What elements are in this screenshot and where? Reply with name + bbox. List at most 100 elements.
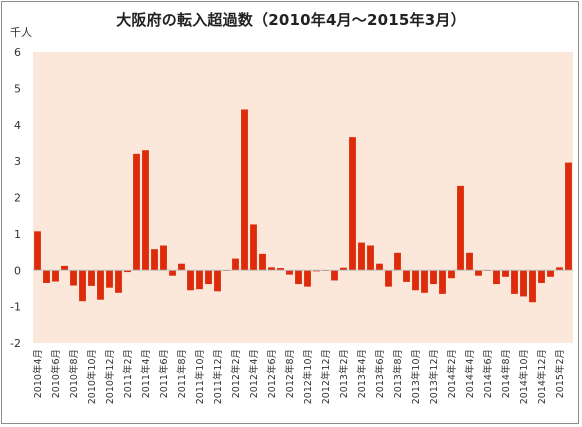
y-tick-label: 3: [14, 155, 21, 168]
x-tick-label: 2012年8月: [284, 349, 296, 398]
x-tick-label: 2012年10月: [302, 349, 314, 404]
bar: [313, 270, 320, 272]
bar: [187, 270, 194, 291]
bar: [88, 270, 95, 286]
bar: [538, 270, 545, 283]
chart-title: 大阪府の転入超過数（2010年4月～2015年3月）: [116, 11, 466, 29]
bar: [178, 263, 185, 271]
bar: [160, 245, 167, 271]
bar: [511, 270, 518, 294]
x-tick-label: 2014年10月: [518, 349, 530, 404]
bar: [115, 270, 122, 293]
y-tick-label: 1: [14, 228, 21, 241]
bar: [493, 270, 500, 285]
bar: [565, 162, 572, 271]
x-tick-label: 2014年6月: [482, 349, 494, 398]
bar: [556, 267, 563, 271]
bar: [304, 270, 311, 287]
x-tick-label: 2011年8月: [176, 349, 188, 398]
x-tick-label: 2014年12月: [536, 349, 548, 404]
y-tick-label: 4: [14, 119, 21, 132]
bar: [70, 270, 77, 286]
x-tick-label: 2015年2月: [554, 349, 566, 398]
bar: [340, 267, 347, 271]
y-tick-label: -2: [10, 337, 21, 350]
bar: [412, 270, 419, 291]
bar: [385, 270, 392, 287]
x-tick-label: 2010年12月: [104, 349, 116, 404]
bar: [124, 270, 131, 273]
bar: [349, 137, 356, 271]
x-tick-label: 2014年8月: [500, 349, 512, 398]
bar: [448, 270, 455, 279]
y-tick-label: 2: [14, 192, 21, 205]
bar-series: [34, 109, 572, 303]
bar: [232, 258, 239, 271]
bar: [358, 242, 365, 271]
y-tick-label: 0: [14, 264, 21, 277]
x-tick-label: 2011年4月: [140, 349, 152, 398]
x-tick-label: 2014年4月: [464, 349, 476, 398]
bar: [331, 270, 338, 281]
bar: [79, 270, 86, 302]
bar: [142, 150, 149, 271]
bar: [43, 270, 50, 283]
plot-area: [33, 52, 573, 343]
bar: [421, 270, 428, 293]
bar: [403, 270, 410, 282]
x-tick-label: 2011年12月: [212, 349, 224, 404]
bar: [295, 270, 302, 285]
bar: [52, 270, 59, 282]
bar: [241, 109, 248, 271]
bar: [106, 270, 113, 288]
y-tick-label: 5: [14, 82, 21, 95]
bar: [520, 270, 527, 297]
x-tick-label: 2013年10月: [410, 349, 422, 404]
bar: [277, 268, 284, 271]
bar: [250, 224, 257, 271]
bar: [97, 270, 104, 300]
bar: [529, 270, 536, 303]
bar: [394, 252, 401, 271]
bar: [457, 185, 464, 271]
bar: [439, 270, 446, 294]
x-tick-label: 2012年6月: [266, 349, 278, 398]
x-tick-label: 2013年4月: [356, 349, 368, 398]
x-tick-label: 2011年2月: [122, 349, 134, 398]
bar: [547, 270, 554, 277]
bar: [169, 270, 176, 276]
x-tick-label: 2012年12月: [320, 349, 332, 404]
x-tick-label: 2013年8月: [392, 349, 404, 398]
y-unit-label: 千人: [10, 26, 32, 39]
bar: [196, 270, 203, 290]
x-tick-label: 2011年6月: [158, 349, 170, 398]
x-tick-label: 2012年4月: [248, 349, 260, 398]
x-tick-label: 2010年10月: [86, 349, 98, 404]
bar: [205, 270, 212, 285]
x-tick-label: 2013年6月: [374, 349, 386, 398]
x-tick-label: 2014年2月: [446, 349, 458, 398]
x-tick-label: 2010年4月: [32, 349, 44, 398]
x-tick-label: 2012年2月: [230, 349, 242, 398]
bar: [214, 270, 221, 292]
x-tick-label: 2013年2月: [338, 349, 350, 398]
bar: [259, 253, 266, 271]
x-tick-label: 2011年10月: [194, 349, 206, 404]
bar: [466, 252, 473, 271]
x-tick-label: 2010年8月: [68, 349, 80, 398]
bar: [367, 245, 374, 271]
x-tick-label: 2010年6月: [50, 349, 62, 398]
y-axis: -2 -1 0 1 2 3 4 5 6: [10, 46, 21, 350]
x-tick-label: 2013年12月: [428, 349, 440, 404]
bar: [286, 270, 293, 275]
bar: [268, 267, 275, 271]
bar: [133, 153, 140, 271]
bar: [475, 270, 482, 276]
y-tick-label: 6: [14, 46, 21, 59]
x-axis: 2010年4月 2010年6月 2010年8月 2010年10月 2010年12月 201…: [32, 349, 566, 404]
bar: [502, 270, 509, 277]
bar: [34, 231, 41, 271]
bar: [430, 270, 437, 285]
bar: [376, 263, 383, 271]
